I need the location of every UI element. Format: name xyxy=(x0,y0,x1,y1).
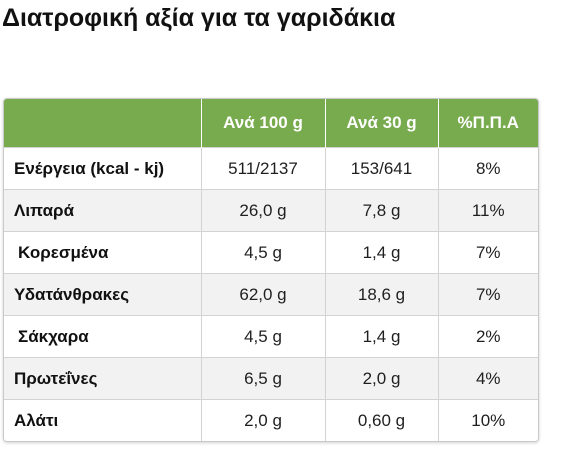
table-row: Σάκχαρα 4,5 g 1,4 g 2% xyxy=(4,315,538,358)
nutrition-table: Ανά 100 g Ανά 30 g %Π.Π.Α Ενέργεια (kcal… xyxy=(3,98,539,442)
value-daily-percent: 8% xyxy=(438,147,538,190)
value-daily-percent: 7% xyxy=(438,273,538,316)
value-per-100g: 62,0 g xyxy=(201,273,326,316)
table-row: Λιπαρά 26,0 g 7,8 g 11% xyxy=(4,189,538,232)
value-daily-percent: 2% xyxy=(438,315,538,358)
value-per-30g: 2,0 g xyxy=(325,357,439,400)
value-per-100g: 6,5 g xyxy=(201,357,326,400)
value-per-100g: 4,5 g xyxy=(201,231,326,274)
table-row: Ενέργεια (kcal - kj) 511/2137 153/641 8% xyxy=(4,147,538,190)
value-per-100g: 2,0 g xyxy=(201,399,326,441)
value-daily-percent: 4% xyxy=(438,357,538,400)
value-daily-percent: 11% xyxy=(438,189,538,232)
page-title: Διατροφική αξία για τα γαριδάκια xyxy=(2,4,396,32)
table-row: Πρωτεΐνες 6,5 g 2,0 g 4% xyxy=(4,357,538,400)
header-daily-intake-percent: %Π.Π.Α xyxy=(438,99,538,148)
header-per-100g: Ανά 100 g xyxy=(201,99,326,148)
table-row: Αλάτι 2,0 g 0,60 g 10% xyxy=(4,399,538,441)
nutrient-label: Κορεσμένα xyxy=(4,231,202,274)
nutrient-label: Λιπαρά xyxy=(4,189,202,232)
header-nutrient xyxy=(4,99,202,148)
table-header-row: Ανά 100 g Ανά 30 g %Π.Π.Α xyxy=(4,99,538,148)
header-per-30g: Ανά 30 g xyxy=(325,99,439,148)
value-per-100g: 4,5 g xyxy=(201,315,326,358)
nutrient-label: Πρωτεΐνες xyxy=(4,357,202,400)
nutrient-label: Υδατάνθρακες xyxy=(4,273,202,316)
value-per-30g: 18,6 g xyxy=(325,273,439,316)
nutrient-label: Σάκχαρα xyxy=(4,315,202,358)
nutrient-label: Ενέργεια (kcal - kj) xyxy=(4,147,202,190)
table-row: Κορεσμένα 4,5 g 1,4 g 7% xyxy=(4,231,538,274)
value-per-30g: 153/641 xyxy=(325,147,439,190)
value-per-30g: 7,8 g xyxy=(325,189,439,232)
value-per-30g: 1,4 g xyxy=(325,231,439,274)
value-per-30g: 1,4 g xyxy=(325,315,439,358)
value-daily-percent: 10% xyxy=(438,399,538,441)
nutrient-label: Αλάτι xyxy=(4,399,202,441)
value-per-30g: 0,60 g xyxy=(325,399,439,441)
value-per-100g: 26,0 g xyxy=(201,189,326,232)
table-row: Υδατάνθρακες 62,0 g 18,6 g 7% xyxy=(4,273,538,316)
value-daily-percent: 7% xyxy=(438,231,538,274)
value-per-100g: 511/2137 xyxy=(201,147,326,190)
